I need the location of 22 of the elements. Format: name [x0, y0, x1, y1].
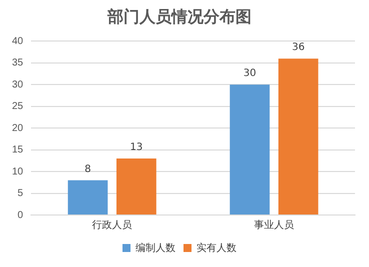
y-tick-label: 25: [12, 101, 24, 112]
bar: [116, 158, 156, 214]
y-tick-label: 0: [18, 210, 24, 221]
y-tick-label: 30: [12, 79, 24, 90]
x-tick-label: 行政人员: [92, 220, 132, 231]
data-label: 30: [243, 68, 256, 80]
y-tick-label: 10: [12, 166, 24, 178]
x-tick-label: 事业人员: [254, 218, 294, 231]
chart-title: 部门人员情况分布图: [106, 7, 252, 26]
data-label: 13: [130, 142, 143, 154]
data-label: 8: [84, 164, 91, 175]
bar: [278, 58, 318, 214]
y-tick-label: 15: [12, 144, 24, 156]
y-tick-label: 35: [12, 58, 24, 69]
y-tick-label: 40: [12, 36, 24, 47]
legend-label: 编制人数: [136, 242, 176, 254]
y-tick-label: 20: [12, 122, 24, 134]
bar: [230, 84, 270, 214]
bar: [68, 180, 108, 214]
legend-label: 实有人数: [196, 242, 236, 254]
y-tick-label: 5: [18, 188, 24, 200]
data-label: 36: [292, 42, 305, 54]
